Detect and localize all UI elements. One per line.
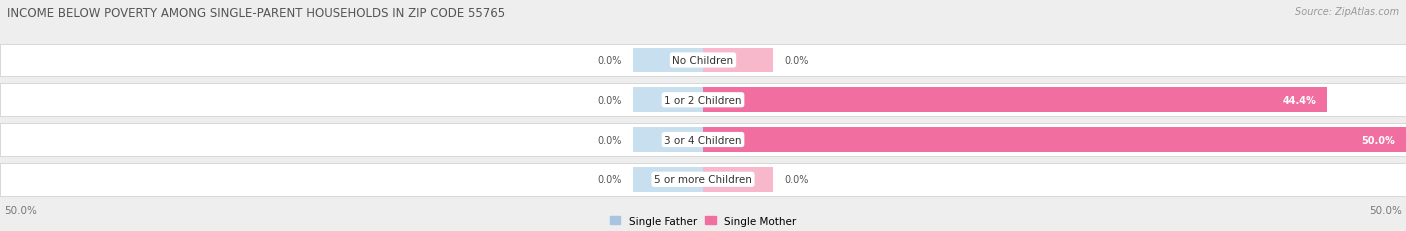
Bar bbox=[633, 167, 703, 192]
Bar bbox=[0, 124, 1406, 156]
Text: 0.0%: 0.0% bbox=[598, 175, 621, 185]
Text: Source: ZipAtlas.com: Source: ZipAtlas.com bbox=[1295, 7, 1399, 17]
Text: No Children: No Children bbox=[672, 56, 734, 66]
Text: 1 or 2 Children: 1 or 2 Children bbox=[664, 95, 742, 105]
Text: 3 or 4 Children: 3 or 4 Children bbox=[664, 135, 742, 145]
Bar bbox=[703, 128, 1406, 152]
Text: 0.0%: 0.0% bbox=[598, 135, 621, 145]
Legend: Single Father, Single Mother: Single Father, Single Mother bbox=[610, 216, 796, 226]
Text: 50.0%: 50.0% bbox=[1361, 135, 1395, 145]
Bar bbox=[633, 88, 703, 112]
Text: 44.4%: 44.4% bbox=[1282, 95, 1316, 105]
Text: 0.0%: 0.0% bbox=[785, 56, 808, 66]
Bar bbox=[703, 88, 1327, 112]
Text: 0.0%: 0.0% bbox=[598, 95, 621, 105]
Bar bbox=[633, 128, 703, 152]
Bar bbox=[703, 49, 773, 73]
Bar bbox=[633, 49, 703, 73]
Bar bbox=[0, 163, 1406, 196]
Text: 50.0%: 50.0% bbox=[4, 206, 37, 216]
Bar bbox=[703, 167, 773, 192]
Text: 0.0%: 0.0% bbox=[785, 175, 808, 185]
Text: 50.0%: 50.0% bbox=[1369, 206, 1402, 216]
Text: 5 or more Children: 5 or more Children bbox=[654, 175, 752, 185]
Text: 0.0%: 0.0% bbox=[598, 56, 621, 66]
Text: INCOME BELOW POVERTY AMONG SINGLE-PARENT HOUSEHOLDS IN ZIP CODE 55765: INCOME BELOW POVERTY AMONG SINGLE-PARENT… bbox=[7, 7, 505, 20]
Bar bbox=[0, 84, 1406, 117]
Bar bbox=[0, 45, 1406, 77]
